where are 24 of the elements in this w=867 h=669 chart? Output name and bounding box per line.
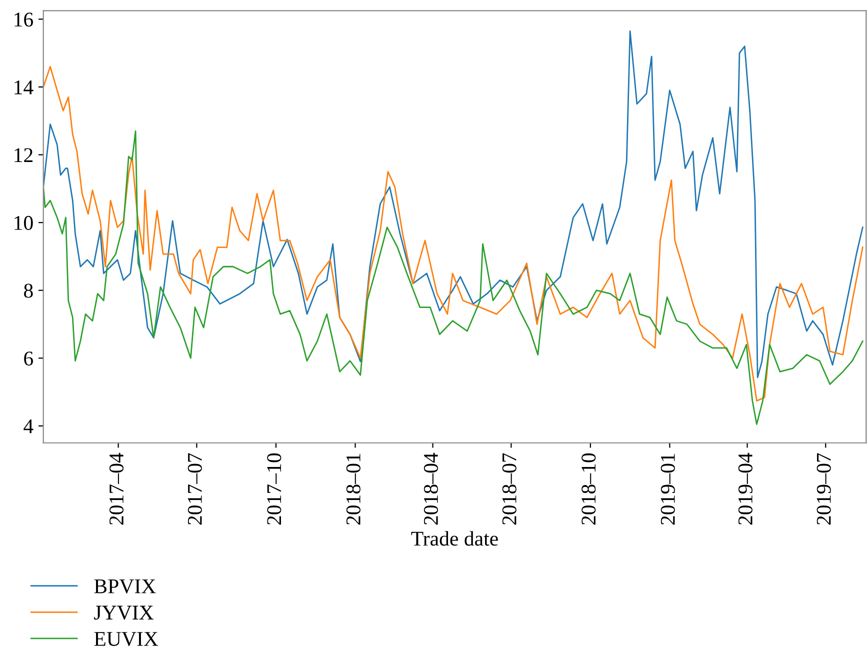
legend-label: EUVIX	[94, 632, 158, 646]
y-tick-label: 12	[14, 148, 32, 162]
x-tick-label: 2019–01	[660, 454, 675, 525]
x-tick-label: 2018–01	[346, 454, 360, 525]
x-tick-label: 2019–07	[816, 453, 831, 525]
x-tick-label: 2017–07	[188, 453, 202, 525]
x-tick-label: 2017–04	[109, 452, 124, 525]
y-tick-label: 6	[24, 352, 34, 366]
x-tick-label: 2017–10	[267, 453, 282, 525]
x-tick-label: 2019–04	[738, 452, 752, 525]
x-tick-label: 2018–10	[582, 453, 596, 525]
x-tick-label: 2018–04	[424, 452, 438, 525]
line-series	[43, 30, 864, 378]
legend-label: BPVIX	[94, 579, 156, 594]
y-tick-label: 8	[24, 284, 33, 298]
y-tick-label: 10	[14, 216, 33, 230]
y-tick-label: 4	[24, 419, 34, 434]
y-tick-label: 14	[14, 80, 34, 94]
line-series	[43, 66, 864, 402]
x-tick-label: 2018–07	[502, 453, 516, 525]
legend-label: JYVIX	[94, 606, 154, 620]
x-axis-title: Trade date	[411, 531, 498, 546]
y-tick-label: 16	[14, 12, 34, 27]
line-series	[43, 130, 864, 425]
